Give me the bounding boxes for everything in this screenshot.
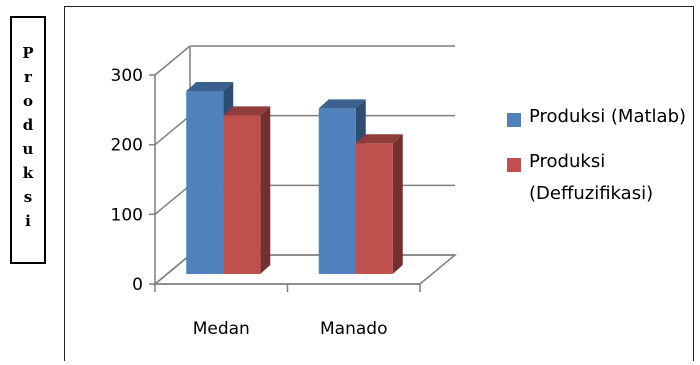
bar-top-deffuzifikasi (223, 106, 271, 116)
bar-top-matlab (186, 81, 234, 91)
legend-item-deffuzifikasi: Produksi (Deffuzifikasi) (507, 151, 697, 210)
bar-deffuzifikasi (355, 143, 393, 274)
y-axis-label-box: Produksi (10, 16, 46, 264)
gridline-side (154, 184, 191, 215)
bar-top-deffuzifikasi (355, 134, 403, 144)
figure-border-right (693, 6, 694, 361)
x-tick-label: Manado (320, 319, 387, 339)
legend-swatch-deffuzifikasi (507, 158, 521, 172)
bar-side-deffuzifikasi (392, 134, 403, 274)
bar-matlab (186, 90, 224, 274)
y-axis-label: Produksi (19, 44, 37, 236)
legend: Produksi (Matlab) Produksi (Deffuzifikas… (507, 106, 697, 230)
legend-label-matlab: Produksi (Matlab) (529, 106, 687, 127)
bar-side-deffuzifikasi (260, 106, 271, 274)
gridline-side (154, 115, 191, 146)
gridline-side (154, 45, 191, 76)
legend-swatch-matlab (507, 113, 521, 127)
legend-label-deffuzifikasi: Produksi (Deffuzifikasi) (529, 151, 654, 204)
bar-matlab (318, 108, 356, 274)
y-tick-label: 200 (111, 136, 143, 156)
legend-item-matlab: Produksi (Matlab) (507, 106, 697, 133)
y-tick-label: 100 (111, 205, 143, 225)
y-tick-label: 0 (132, 275, 143, 295)
y-tick-label: 300 (111, 66, 143, 86)
bar-deffuzifikasi (223, 115, 261, 274)
x-tick-label: Medan (193, 319, 250, 339)
figure-border-top (64, 6, 694, 7)
figure-border-left (64, 6, 65, 361)
bar-top-matlab (318, 99, 366, 109)
